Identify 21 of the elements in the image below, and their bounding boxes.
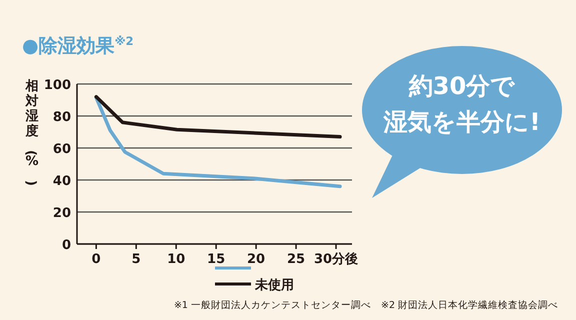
x-tick-label: 25 [286, 252, 306, 267]
y-tick-label: 80 [52, 110, 71, 125]
y-tick-label: 20 [52, 206, 71, 221]
x-tick-label: 0 [92, 252, 101, 267]
line-series [94, 96, 342, 188]
y-tick-label: 100 [44, 78, 71, 93]
text: ※1 一般財団法人カケンテストセンター調べ ※2 財団法人日本化学繊維検査協会調べ [174, 299, 558, 311]
line-series [94, 95, 342, 139]
y-tick-label: 40 [52, 174, 71, 189]
x-tick-label: 5 [132, 252, 141, 267]
y-axis-title: 相対湿度(%) [23, 79, 39, 186]
text: 約30分で [408, 72, 516, 100]
y-tick-label: 0 [62, 238, 71, 253]
x-tick-label: 15 [207, 252, 226, 267]
x-tick-label: 10 [167, 252, 186, 267]
legend-label: 未使用 [254, 278, 294, 293]
x-tick-label: 20 [247, 252, 266, 267]
text: 湿気を半分に! [382, 108, 540, 136]
chart-title: ●除湿効果$^{※2}$ [22, 34, 134, 57]
x-tick-label: 30分後 [314, 251, 358, 267]
y-tick-label: 60 [52, 142, 71, 157]
